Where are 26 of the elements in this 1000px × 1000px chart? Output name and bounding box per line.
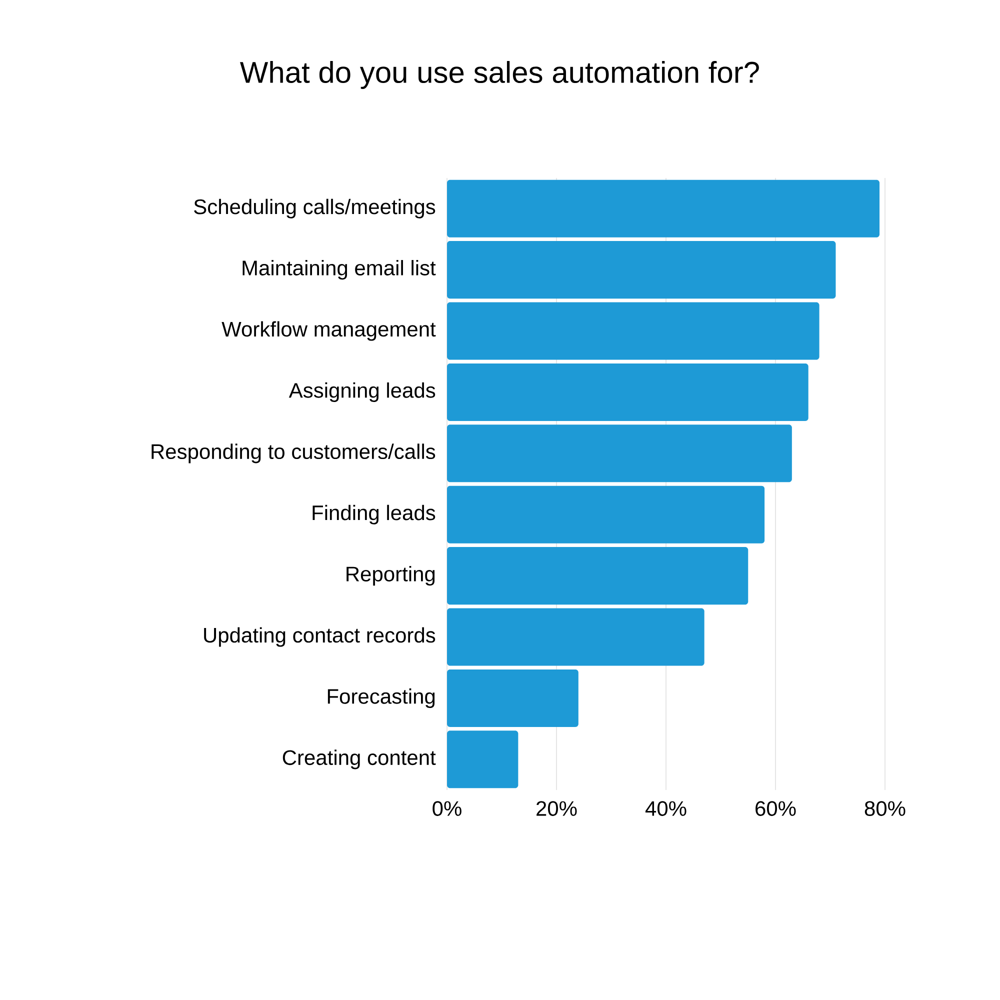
y-tick-label: Forecasting [328, 688, 435, 708]
y-tick-label: Maintaining email list [242, 260, 436, 280]
bar [447, 669, 578, 727]
y-tick-label: Assigning leads [288, 382, 436, 402]
bar [447, 608, 704, 666]
x-tick-label: 80% [864, 801, 906, 816]
x-tick-label: 40% [645, 801, 686, 816]
chart-title: What do you use sales automation for? [240, 61, 759, 89]
x-tick-label: 20% [536, 801, 577, 816]
y-tick-label: Scheduling calls/meetings [194, 198, 436, 218]
y-tick-label: Creating content [282, 750, 436, 770]
bar [447, 302, 820, 360]
x-tick-label: 0% [432, 801, 462, 816]
y-tick-label: Reporting [346, 566, 435, 586]
bar [447, 547, 748, 605]
bar [447, 730, 518, 788]
x-tick-label: 60% [756, 801, 796, 816]
y-tick-label: Finding leads [312, 504, 436, 524]
y-tick-label: Updating contact records [204, 627, 436, 647]
bar [447, 424, 792, 482]
y-tick-label: Responding to customers/calls [152, 444, 436, 464]
bar [447, 180, 880, 238]
bar [447, 486, 765, 544]
bar [447, 241, 836, 299]
y-tick-label: Workflow management [222, 321, 436, 341]
bar [447, 363, 808, 421]
